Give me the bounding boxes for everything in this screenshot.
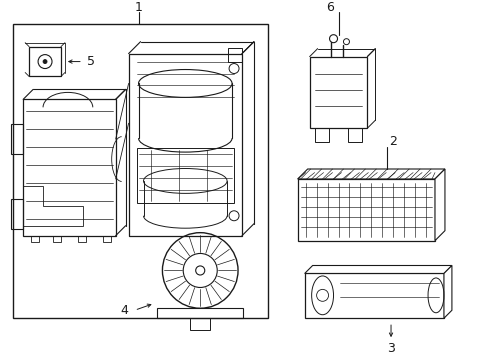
Bar bbox=[136, 148, 234, 203]
Polygon shape bbox=[304, 265, 451, 274]
Bar bbox=[227, 48, 242, 62]
Bar bbox=[13, 24, 267, 318]
Bar bbox=[23, 99, 116, 236]
Bar bbox=[31, 236, 39, 242]
Text: 3: 3 bbox=[386, 342, 394, 355]
Bar bbox=[53, 236, 61, 242]
Bar bbox=[11, 124, 23, 154]
Bar bbox=[128, 54, 242, 236]
Bar bbox=[78, 236, 86, 242]
Text: 1: 1 bbox=[134, 1, 142, 14]
Bar bbox=[314, 128, 328, 142]
Bar bbox=[348, 128, 362, 142]
Bar bbox=[190, 318, 210, 330]
Circle shape bbox=[43, 59, 47, 64]
Text: 2: 2 bbox=[388, 135, 396, 148]
Circle shape bbox=[195, 266, 204, 275]
Bar bbox=[29, 47, 61, 76]
Bar bbox=[11, 199, 23, 229]
Bar bbox=[304, 274, 443, 318]
Bar bbox=[309, 57, 366, 128]
Text: 6: 6 bbox=[326, 1, 334, 14]
Polygon shape bbox=[434, 169, 444, 240]
Polygon shape bbox=[297, 169, 444, 179]
Bar bbox=[102, 236, 110, 242]
Polygon shape bbox=[443, 265, 451, 318]
Text: 4: 4 bbox=[121, 304, 128, 317]
Bar bbox=[297, 179, 434, 240]
Bar bbox=[157, 308, 243, 318]
Text: 5: 5 bbox=[87, 55, 95, 68]
